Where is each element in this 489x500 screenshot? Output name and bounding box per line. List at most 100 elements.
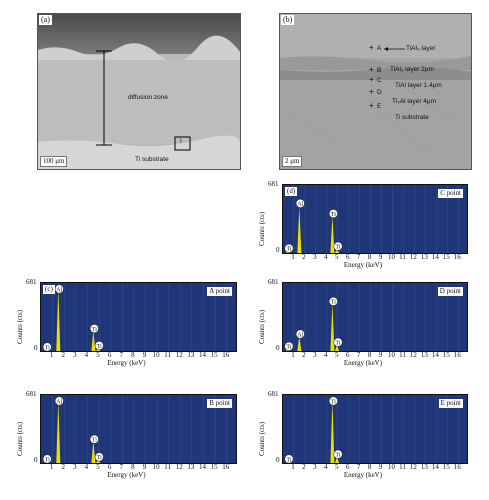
spectrum-plot-area: Ti Al Ti Ti A point (c) [40,282,237,352]
x-tick-label: 1 [291,463,295,471]
x-axis-label: Energy (keV) [343,261,383,269]
spectrum-plot-area: Ti Ti Ti E point [282,394,468,464]
x-tick-label: 15 [442,253,450,261]
peak-label-circle [94,452,104,462]
peak-label-circle [333,241,343,251]
x-tick-label: 7 [119,463,124,471]
y-axis-label: Counts (cts) [258,309,266,344]
peak-label-circle [295,329,305,339]
x-tick-label: 13 [420,351,428,359]
point-text-a: TiAl₃ layer [406,45,436,52]
y-tick-max: 681 [268,390,279,398]
peak-label-circle [328,209,338,219]
x-tick-label: 16 [453,253,461,261]
spectrum-peak [330,215,335,253]
peak-label: Ti [331,212,336,218]
x-tick-label: 10 [388,253,396,261]
x-tick-label: 12 [409,351,417,359]
y-tick-zero: 0 [276,246,280,254]
point-text-b: TiAl₂ layer 2μm [390,66,434,73]
spectrum-peak [56,287,61,351]
sem-image-a: (a) diffusion zone Ti substrate I 100 μm [37,13,241,170]
x-tick-label: 11 [399,463,406,471]
x-tick-label: 9 [378,253,383,261]
x-tick-label: 1 [291,351,295,359]
peak-label-circle [284,341,294,351]
spectrum-point-name: C point [438,189,463,198]
peak-label: Ti [286,345,291,351]
sem-image-b-graphic [280,14,471,169]
spectrum-plot-area: Ti Al Ti Ti D point [282,282,468,352]
x-tick-label: 4 [84,463,89,471]
y-tick-max: 681 [268,180,279,188]
spectrum-point-name: B point [207,399,232,408]
x-tick-label: 2 [61,463,65,471]
x-tick-label: 9 [378,463,383,471]
spectrum-svg: Ti Al Ti Ti [42,283,227,351]
x-axis-label: Energy (keV) [343,359,383,367]
x-tick-label: 6 [107,351,112,359]
peak-label: Al [297,332,303,338]
x-tick-label: 6 [107,463,112,471]
sem-image-a-graphic [38,14,240,169]
point-letter-d: D [377,89,382,96]
y-tick-max: 681 [268,278,279,286]
peak-label-circle [89,434,99,444]
panel-b-tag: (b) [281,15,295,25]
x-tick-label: 16 [222,463,230,471]
x-tick-label: 9 [142,351,147,359]
x-tick-label: 13 [187,463,195,471]
sem-image-b: (b) 2 μm + A TiAl₃ layer + B TiAl₂ layer… [279,13,472,170]
x-tick-label: 8 [131,463,135,471]
y-axis-label: Counts (cts) [258,421,266,456]
x-tick-label: 9 [378,351,383,359]
x-tick-label: 1 [291,253,295,261]
peak-label: Al [56,399,62,405]
peak-label: Ti [335,245,340,251]
x-tick-label: 2 [302,351,306,359]
x-tick-label: 15 [210,351,218,359]
y-axis-label: Counts (cts) [258,211,266,246]
arrow-a [384,47,405,51]
peak-label: Ti [286,457,291,463]
x-tick-label: 6 [345,351,350,359]
point-letter-a: A [377,45,382,52]
x-tick-label: 11 [164,351,172,359]
x-tick-label: 8 [367,253,372,261]
eds-spectrum-a-point: Ti Al Ti Ti A point (c) 681 0 Counts (cts) 1 2 3 4 5 6… [14,276,239,372]
point-text-c: TiAl layer 1.4μm [395,82,442,89]
x-tick-label: 3 [73,351,77,359]
spectrum-panel-tag: (c) [43,285,55,294]
x-tick-label: 11 [164,463,172,471]
x-tick-label: 3 [73,463,77,471]
peak-label-circle [284,454,294,463]
x-tick-label: 13 [420,253,428,261]
eds-spectrum-c-point: Ti Al Ti Ti C point (d) 681 0 Counts (cts) 1 2 3 4 5 6… [256,178,470,274]
peak-label: Ti [331,399,336,405]
x-tick-label: 5 [96,463,100,471]
x-tick-label: 16 [453,463,461,471]
y-tick-zero: 0 [276,456,280,464]
peak-label: Ti [331,300,336,306]
x-axis-label: Energy (keV) [107,359,146,367]
spectrum-svg: Ti Al Ti Ti [42,395,227,463]
spectrum-peak [334,248,339,253]
spectrum-peak [330,303,335,351]
eds-spectrum-e-point: Ti Ti Ti E point 681 0 Counts (cts) 1 2 3 4 5 6 7 8 9 10… [256,388,470,484]
spectrum-point-name: D point [437,287,463,296]
spectrum-plot-area: Ti Al Ti Ti B point [40,394,237,464]
x-tick-label: 5 [335,463,339,471]
point-text-e: Ti substrate [395,114,429,121]
y-tick-zero: 0 [34,456,38,464]
peak-label: Ti [92,438,97,444]
peak-label: Al [56,287,62,293]
peak-label-circle [284,243,294,253]
point-marker-b: + [369,65,374,74]
x-tick-label: 13 [420,463,428,471]
peak-label: Ti [45,345,50,351]
x-tick-label: 3 [313,253,317,261]
scale-bar-b: 2 μm [282,156,303,167]
x-tick-label: 10 [152,463,160,471]
peak-label: Ti [92,327,97,333]
scale-bar-a: 100 μm [40,156,68,167]
